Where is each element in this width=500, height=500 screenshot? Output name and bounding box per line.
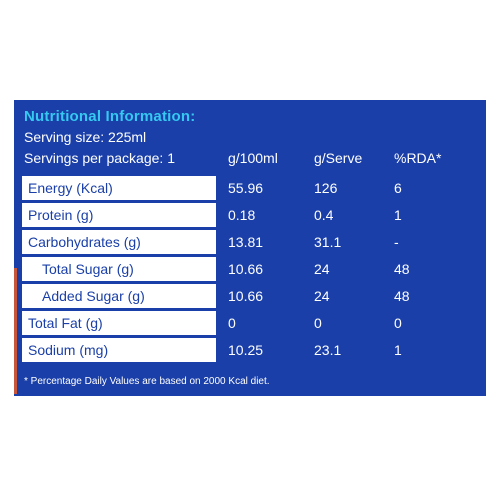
row-label-bg <box>22 257 216 281</box>
nutrition-panel: Nutritional Information: Serving size: 2… <box>14 100 486 396</box>
nutrient-name: Carbohydrates (g) <box>28 234 141 250</box>
nutrition-table: Energy (Kcal) 55.96 126 6 Protein (g) 0.… <box>22 176 478 365</box>
edge-accent <box>14 268 17 394</box>
nutrient-name: Protein (g) <box>28 207 94 223</box>
value-per-serve: 0.4 <box>314 207 334 223</box>
value-per-100ml: 0 <box>228 315 236 331</box>
row-label-bg <box>22 230 216 254</box>
value-per-100ml: 55.96 <box>228 180 264 196</box>
value-per-100ml: 10.66 <box>228 261 264 277</box>
footnote: * Percentage Daily Values are based on 2… <box>24 376 270 387</box>
nutrient-name: Energy (Kcal) <box>28 180 113 196</box>
value-per-serve: 24 <box>314 261 330 277</box>
value-per-100ml: 10.25 <box>228 342 264 358</box>
value-per-serve: 23.1 <box>314 342 342 358</box>
table-row: Carbohydrates (g) 13.81 31.1 - <box>22 230 478 254</box>
value-rda: 48 <box>394 261 410 277</box>
value-per-100ml: 0.18 <box>228 207 256 223</box>
value-rda: - <box>394 234 399 250</box>
header-rda: %RDA* <box>394 150 442 166</box>
row-label-bg <box>22 203 216 227</box>
table-row: Protein (g) 0.18 0.4 1 <box>22 203 478 227</box>
nutrition-title: Nutritional Information: <box>24 108 196 125</box>
nutrient-name: Total Fat (g) <box>28 315 103 331</box>
row-label-bg <box>22 338 216 362</box>
value-per-100ml: 13.81 <box>228 234 264 250</box>
value-per-100ml: 10.66 <box>228 288 264 304</box>
nutrient-name: Added Sugar (g) <box>42 288 145 304</box>
value-per-serve: 126 <box>314 180 338 196</box>
value-per-serve: 31.1 <box>314 234 342 250</box>
value-rda: 0 <box>394 315 402 331</box>
row-label-bg <box>22 284 216 308</box>
table-row: Total Fat (g) 0 0 0 <box>22 311 478 335</box>
table-row: Sodium (mg) 10.25 23.1 1 <box>22 338 478 362</box>
nutrient-name: Sodium (mg) <box>28 342 109 358</box>
value-rda: 1 <box>394 342 402 358</box>
table-header: Servings per package: 1 g/100ml g/Serve … <box>24 150 476 170</box>
header-per-100ml: g/100ml <box>228 150 278 166</box>
row-label-bg <box>22 311 216 335</box>
table-row: Added Sugar (g) 10.66 24 48 <box>22 284 478 308</box>
value-per-serve: 24 <box>314 288 330 304</box>
table-row: Energy (Kcal) 55.96 126 6 <box>22 176 478 200</box>
servings-per-package: Servings per package: 1 <box>24 150 175 166</box>
value-rda: 48 <box>394 288 410 304</box>
table-row: Total Sugar (g) 10.66 24 48 <box>22 257 478 281</box>
value-rda: 1 <box>394 207 402 223</box>
row-label-bg <box>22 176 216 200</box>
value-per-serve: 0 <box>314 315 322 331</box>
nutrient-name: Total Sugar (g) <box>42 261 134 277</box>
header-per-serve: g/Serve <box>314 150 363 166</box>
serving-size: Serving size: 225ml <box>24 129 147 145</box>
value-rda: 6 <box>394 180 402 196</box>
